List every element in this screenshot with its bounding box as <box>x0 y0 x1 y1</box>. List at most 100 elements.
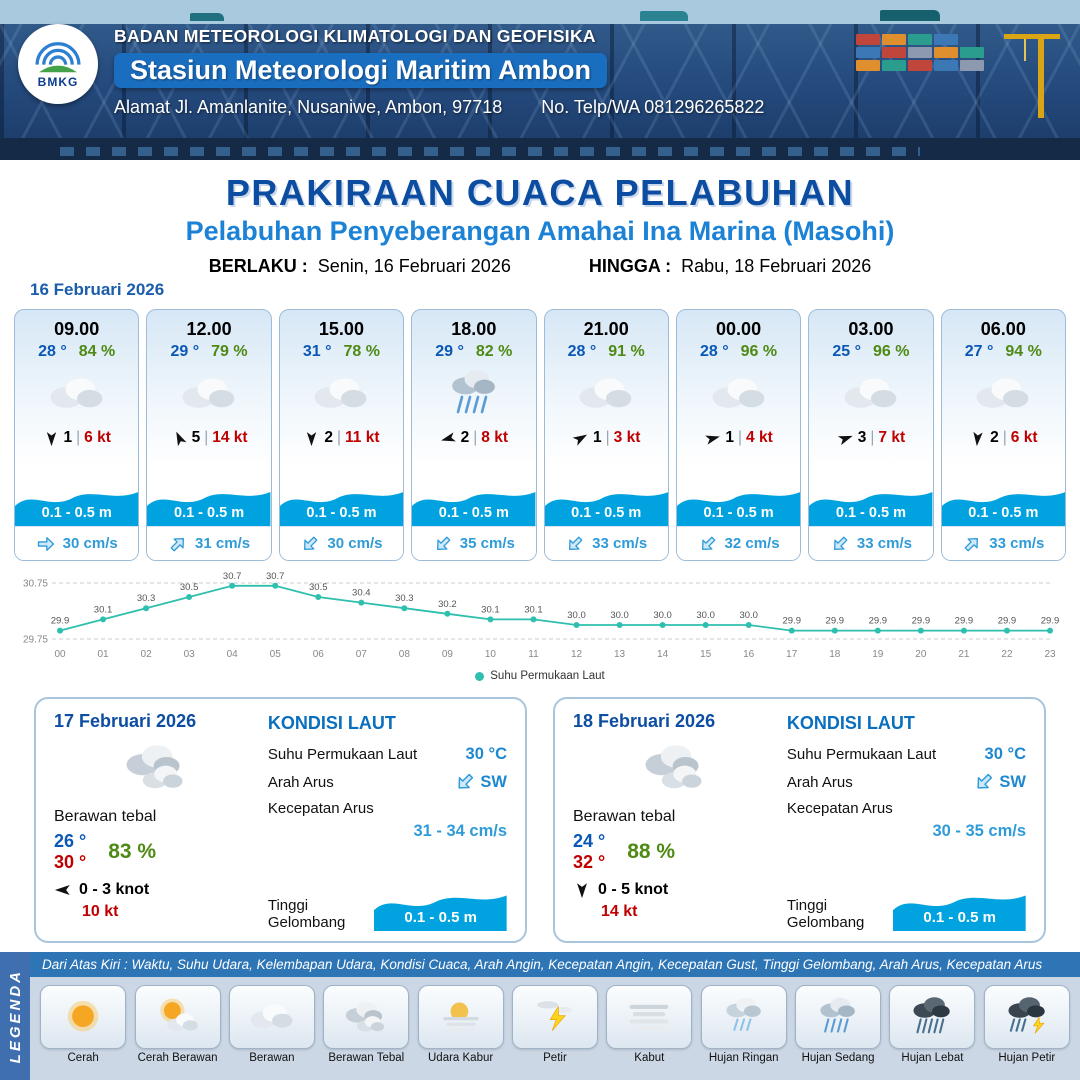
daily-weather-panel: 18 Februari 2026 Berawan tebal 24 ° 32 °… <box>573 711 777 931</box>
wind-direction-icon <box>969 430 986 447</box>
forecast-card: 00.00 28 ° 96 % 1 | 4 kt 0.1 - 0.5 m 32 … <box>675 309 802 561</box>
current-speed: 31 cm/s <box>195 535 251 552</box>
header-illustration-sky <box>0 0 1080 24</box>
wave-height: 0.1 - 0.5 m <box>306 505 377 521</box>
wind-speed: 11 kt <box>345 429 380 446</box>
current-direction-icon <box>168 534 188 554</box>
cerah-icon <box>40 985 127 1049</box>
forecast-card: 21.00 28 ° 91 % 1 | 3 kt 0.1 - 0.5 m 33 … <box>543 309 669 561</box>
petir-icon <box>511 985 598 1049</box>
wind-gust: 2 <box>324 429 333 446</box>
forecast-card: 09.00 28 ° 84 % 1 | 6 kt 0.1 - 0.5 m 30 … <box>14 309 140 561</box>
current-direction-icon <box>565 534 585 554</box>
humidity: 96 % <box>740 343 778 360</box>
svg-text:16: 16 <box>743 649 755 660</box>
daily-condition: Berawan tebal <box>573 808 676 825</box>
weather-icon <box>302 363 380 425</box>
legend-item-label: Cerah Berawan <box>137 1052 218 1064</box>
berawan-tebal-icon <box>323 985 410 1049</box>
legend-item-label: Cerah <box>67 1052 99 1064</box>
wind-gust: 5 <box>191 429 201 446</box>
temp-humidity-row: 25 ° 96 % <box>832 343 909 361</box>
wave-height: 0.1 - 0.5 m <box>174 505 245 521</box>
hingga-value: Rabu, 18 Februari 2026 <box>681 256 872 276</box>
current-speed: 33 cm/s <box>989 535 1045 552</box>
forecast-card: 15.00 31 ° 78 % 2 | 11 kt 0.1 - 0.5 m 30… <box>278 309 405 561</box>
wave-height-box: 0.1 - 0.5 m <box>374 883 507 931</box>
legend-item: Cerah <box>40 985 127 1064</box>
address-text: Alamat Jl. Amanlanite, Nusaniwe, Ambon, … <box>114 97 503 117</box>
legend-item-label: Udara Kabur <box>428 1052 494 1064</box>
sst-label: Suhu Permukaan Laut <box>786 746 937 763</box>
svg-text:07: 07 <box>356 649 368 660</box>
legend-item-label: Berawan <box>249 1052 295 1064</box>
legend-section: LEGENDA Dari Atas Kiri : Waktu, Suhu Uda… <box>0 952 1080 1080</box>
legend-sidebar: LEGENDA <box>0 952 30 1080</box>
svg-text:29.9: 29.9 <box>869 616 888 627</box>
sst-value: 30 °C <box>465 745 507 763</box>
weather-icon <box>170 363 248 425</box>
sea-conditions-panel: KONDISI LAUT Suhu Permukaan Laut 30 °C Ar… <box>777 711 1026 931</box>
legend-item: Berawan Tebal <box>323 985 410 1064</box>
weather-icon <box>38 363 116 425</box>
current-direction-icon <box>973 771 995 793</box>
legend-item: Hujan Lebat <box>889 985 976 1064</box>
current-speed: 32 cm/s <box>724 535 780 552</box>
wind-direction-icon <box>54 881 72 899</box>
temp-humidity-row: 28 ° 84 % <box>38 343 115 361</box>
current-direction-value: SW <box>999 772 1026 791</box>
temp-min: 24 ° <box>573 831 606 851</box>
hujan-lebat-icon <box>889 985 976 1049</box>
wind-speed: 6 kt <box>1010 429 1038 446</box>
svg-text:30.5: 30.5 <box>180 582 199 593</box>
wave-height-label: Tinggi Gelombang <box>786 897 865 931</box>
current-speed-label: Kecepatan Arus <box>267 800 374 817</box>
svg-text:00: 00 <box>54 649 66 660</box>
legend-item-label: Hujan Ringan <box>708 1052 779 1064</box>
air-temperature: 31 ° <box>302 343 332 360</box>
wind-gust: 1 <box>593 429 602 446</box>
forecast-cards-row: 09.00 28 ° 84 % 1 | 6 kt 0.1 - 0.5 m 30 … <box>0 309 1080 561</box>
svg-text:30.0: 30.0 <box>696 610 715 621</box>
forecast-time: 18.00 <box>451 319 497 339</box>
legend-item-label: Petir <box>543 1052 567 1064</box>
wind-gust: 2 <box>990 429 999 446</box>
current-row: 31 cm/s <box>147 526 271 560</box>
wind-row: 2 | 11 kt <box>303 429 380 447</box>
current-direction-icon <box>433 534 453 554</box>
svg-text:29.9: 29.9 <box>998 616 1017 627</box>
svg-text:20: 20 <box>915 649 927 660</box>
agency-name: BADAN METEOROLOGI KLIMATOLOGI DAN GEOFIS… <box>114 26 596 46</box>
wave-height-band: 0.1 - 0.5 m <box>147 480 271 526</box>
sea-conditions-panel: KONDISI LAUT Suhu Permukaan Laut 30 °C Ar… <box>258 711 507 931</box>
validity-line: BERLAKU : Senin, 16 Februari 2026 HINGGA :… <box>0 256 1080 277</box>
wind-speed: 4 kt <box>746 429 773 446</box>
wave-height-band: 0.1 - 0.5 m <box>15 480 139 526</box>
wave-height-band: 0.1 - 0.5 m <box>809 480 933 526</box>
wave-height-box: 0.1 - 0.5 m <box>893 883 1026 931</box>
svg-text:30.7: 30.7 <box>266 571 285 582</box>
current-direction-icon <box>698 534 718 554</box>
temp-humidity-row: 29 ° 82 % <box>435 343 512 361</box>
forecast-card: 03.00 25 ° 96 % 3 | 7 kt 0.1 - 0.5 m 33 … <box>808 309 934 561</box>
current-speed: 33 cm/s <box>592 535 648 552</box>
separator: | <box>1002 429 1007 446</box>
current-row: 33 cm/s <box>544 526 668 560</box>
temp-humidity-row: 31 ° 78 % <box>303 343 380 361</box>
temp-humidity-row: 28 ° 91 % <box>568 343 645 361</box>
humidity: 91 % <box>608 343 645 360</box>
shipping-containers-illustration <box>856 34 984 73</box>
forecast-time: 12.00 <box>186 319 232 339</box>
station-name: Stasiun Meteorologi Maritim Ambon <box>114 53 608 88</box>
legend-item-label: Hujan Petir <box>998 1052 1056 1064</box>
hujan-sedang-icon <box>795 985 882 1049</box>
humidity: 96 % <box>873 343 910 360</box>
humidity: 78 % <box>343 343 380 360</box>
chart-legend-label: Suhu Permukaan Laut <box>490 670 605 682</box>
wave-height: 0.1 - 0.5 m <box>438 505 509 521</box>
svg-text:19: 19 <box>872 649 884 660</box>
hingga-label: HINGGA : <box>588 256 672 276</box>
svg-text:21: 21 <box>958 649 970 660</box>
daily-gust: 10 kt <box>82 903 119 920</box>
hujan-petir-icon <box>983 985 1070 1049</box>
